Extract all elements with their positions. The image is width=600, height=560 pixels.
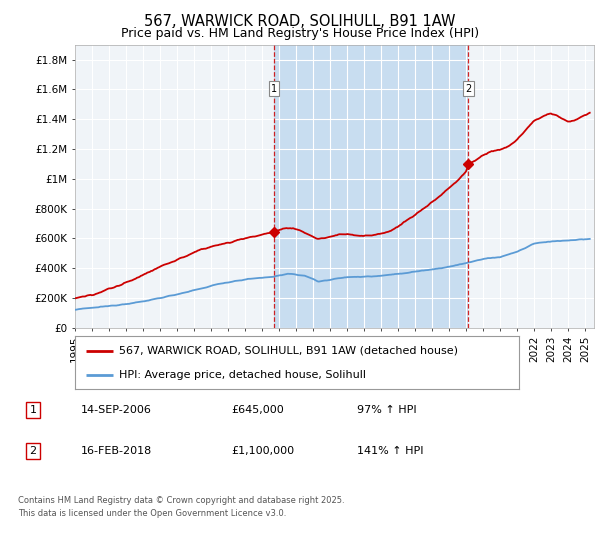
Text: Price paid vs. HM Land Registry's House Price Index (HPI): Price paid vs. HM Land Registry's House … [121, 27, 479, 40]
Text: Contains HM Land Registry data © Crown copyright and database right 2025.
This d: Contains HM Land Registry data © Crown c… [18, 496, 344, 518]
Bar [75, 45, 274, 328]
Bar [274, 45, 469, 328]
Text: 14-SEP-2006: 14-SEP-2006 [81, 405, 152, 415]
Bar [469, 45, 594, 328]
Text: HPI: Average price, detached house, Solihull: HPI: Average price, detached house, Soli… [119, 370, 367, 380]
Text: 97% ↑ HPI: 97% ↑ HPI [357, 405, 416, 415]
Text: 141% ↑ HPI: 141% ↑ HPI [357, 446, 424, 456]
Text: 1: 1 [271, 83, 277, 94]
Text: 2: 2 [465, 83, 472, 94]
Text: £645,000: £645,000 [231, 405, 284, 415]
Text: 16-FEB-2018: 16-FEB-2018 [81, 446, 152, 456]
Text: £1,100,000: £1,100,000 [231, 446, 294, 456]
Text: 567, WARWICK ROAD, SOLIHULL, B91 1AW (detached house): 567, WARWICK ROAD, SOLIHULL, B91 1AW (de… [119, 346, 458, 356]
Text: 2: 2 [29, 446, 37, 456]
Text: 567, WARWICK ROAD, SOLIHULL, B91 1AW: 567, WARWICK ROAD, SOLIHULL, B91 1AW [144, 14, 456, 29]
Text: 1: 1 [29, 405, 37, 415]
